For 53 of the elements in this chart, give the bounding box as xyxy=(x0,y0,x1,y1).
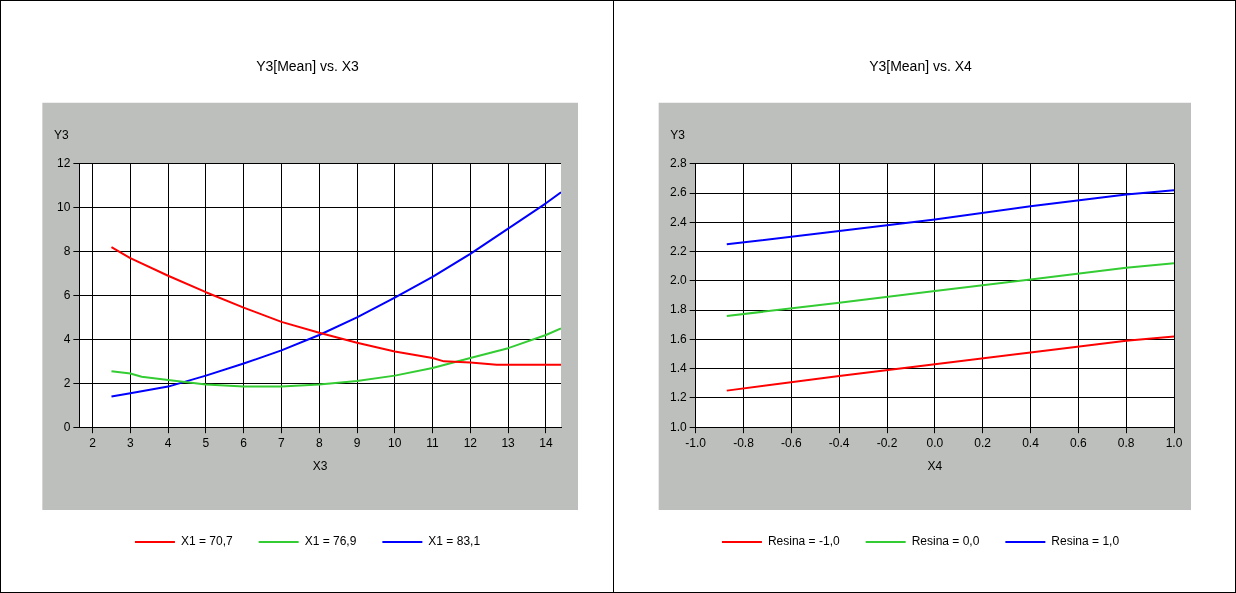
x-tick-label: -0.6 xyxy=(781,435,803,450)
y-tick-label: 1.2 xyxy=(669,390,687,405)
x-axis-title: X3 xyxy=(312,459,328,474)
x-tick-label: 0.4 xyxy=(1022,435,1040,450)
x-tick-label: 7 xyxy=(278,435,286,450)
y-tick-label: 4 xyxy=(63,331,71,346)
x-tick-label: 12 xyxy=(463,435,478,450)
y-tick-label: 1.4 xyxy=(669,360,687,375)
y-tick-label: 2.4 xyxy=(669,214,687,229)
x-tick-label: -0.8 xyxy=(733,435,755,450)
legend-label: Resina = 1,0 xyxy=(1051,534,1120,549)
x-tick-label: 1.0 xyxy=(1165,435,1183,450)
y-axis-title: Y3 xyxy=(670,128,686,143)
x-tick-label: 9 xyxy=(353,435,361,450)
y-tick-label: 8 xyxy=(63,243,71,258)
x-tick-label: 0.0 xyxy=(926,435,944,450)
legend-label: Resina = 0,0 xyxy=(911,534,980,549)
x-tick-label: 8 xyxy=(315,435,323,450)
x-tick-label: 10 xyxy=(388,435,402,450)
x-tick-label: 13 xyxy=(501,435,516,450)
legend-label: Resina = -1,0 xyxy=(767,534,840,549)
x-tick-label: -0.2 xyxy=(876,435,898,450)
y-tick-label: 2.8 xyxy=(669,156,687,171)
y-tick-label: 1.0 xyxy=(669,419,687,434)
x-tick-label: 14 xyxy=(539,435,553,450)
x-tick-label: 5 xyxy=(202,435,210,450)
chart-title: Y3[Mean] vs. X4 xyxy=(869,58,973,75)
y-tick-label: 6 xyxy=(63,287,71,302)
x-tick-label: -1.0 xyxy=(685,435,707,450)
x-tick-label: 4 xyxy=(164,435,172,450)
legend-label: X1 = 83,1 xyxy=(428,534,481,549)
x-tick-label: 0.2 xyxy=(974,435,992,450)
y-tick-label: 0 xyxy=(63,419,71,434)
legend-label: X1 = 76,9 xyxy=(304,534,357,549)
y-tick-label: 12 xyxy=(56,156,71,171)
x-tick-label: 3 xyxy=(127,435,134,450)
x-tick-label: 6 xyxy=(240,435,248,450)
x-axis-title: X4 xyxy=(927,459,943,474)
y-tick-label: 2.6 xyxy=(669,185,687,200)
y-tick-label: 2 xyxy=(63,375,71,390)
x-tick-label: 2 xyxy=(89,435,97,450)
y-tick-label: 1.8 xyxy=(669,302,687,317)
y-axis-title: Y3 xyxy=(54,128,70,143)
x-tick-label: -0.4 xyxy=(828,435,850,450)
x-tick-label: 0.6 xyxy=(1069,435,1087,450)
chart-title: Y3[Mean] vs. X3 xyxy=(256,58,360,75)
y-tick-label: 2.2 xyxy=(669,243,687,258)
legend-label: X1 = 70,7 xyxy=(180,534,233,549)
y-tick-label: 10 xyxy=(56,200,71,215)
y-tick-label: 2.0 xyxy=(669,273,687,288)
x-tick-label: 0.8 xyxy=(1117,435,1135,450)
x-tick-label: 11 xyxy=(426,435,440,450)
y-tick-label: 1.6 xyxy=(669,331,687,346)
